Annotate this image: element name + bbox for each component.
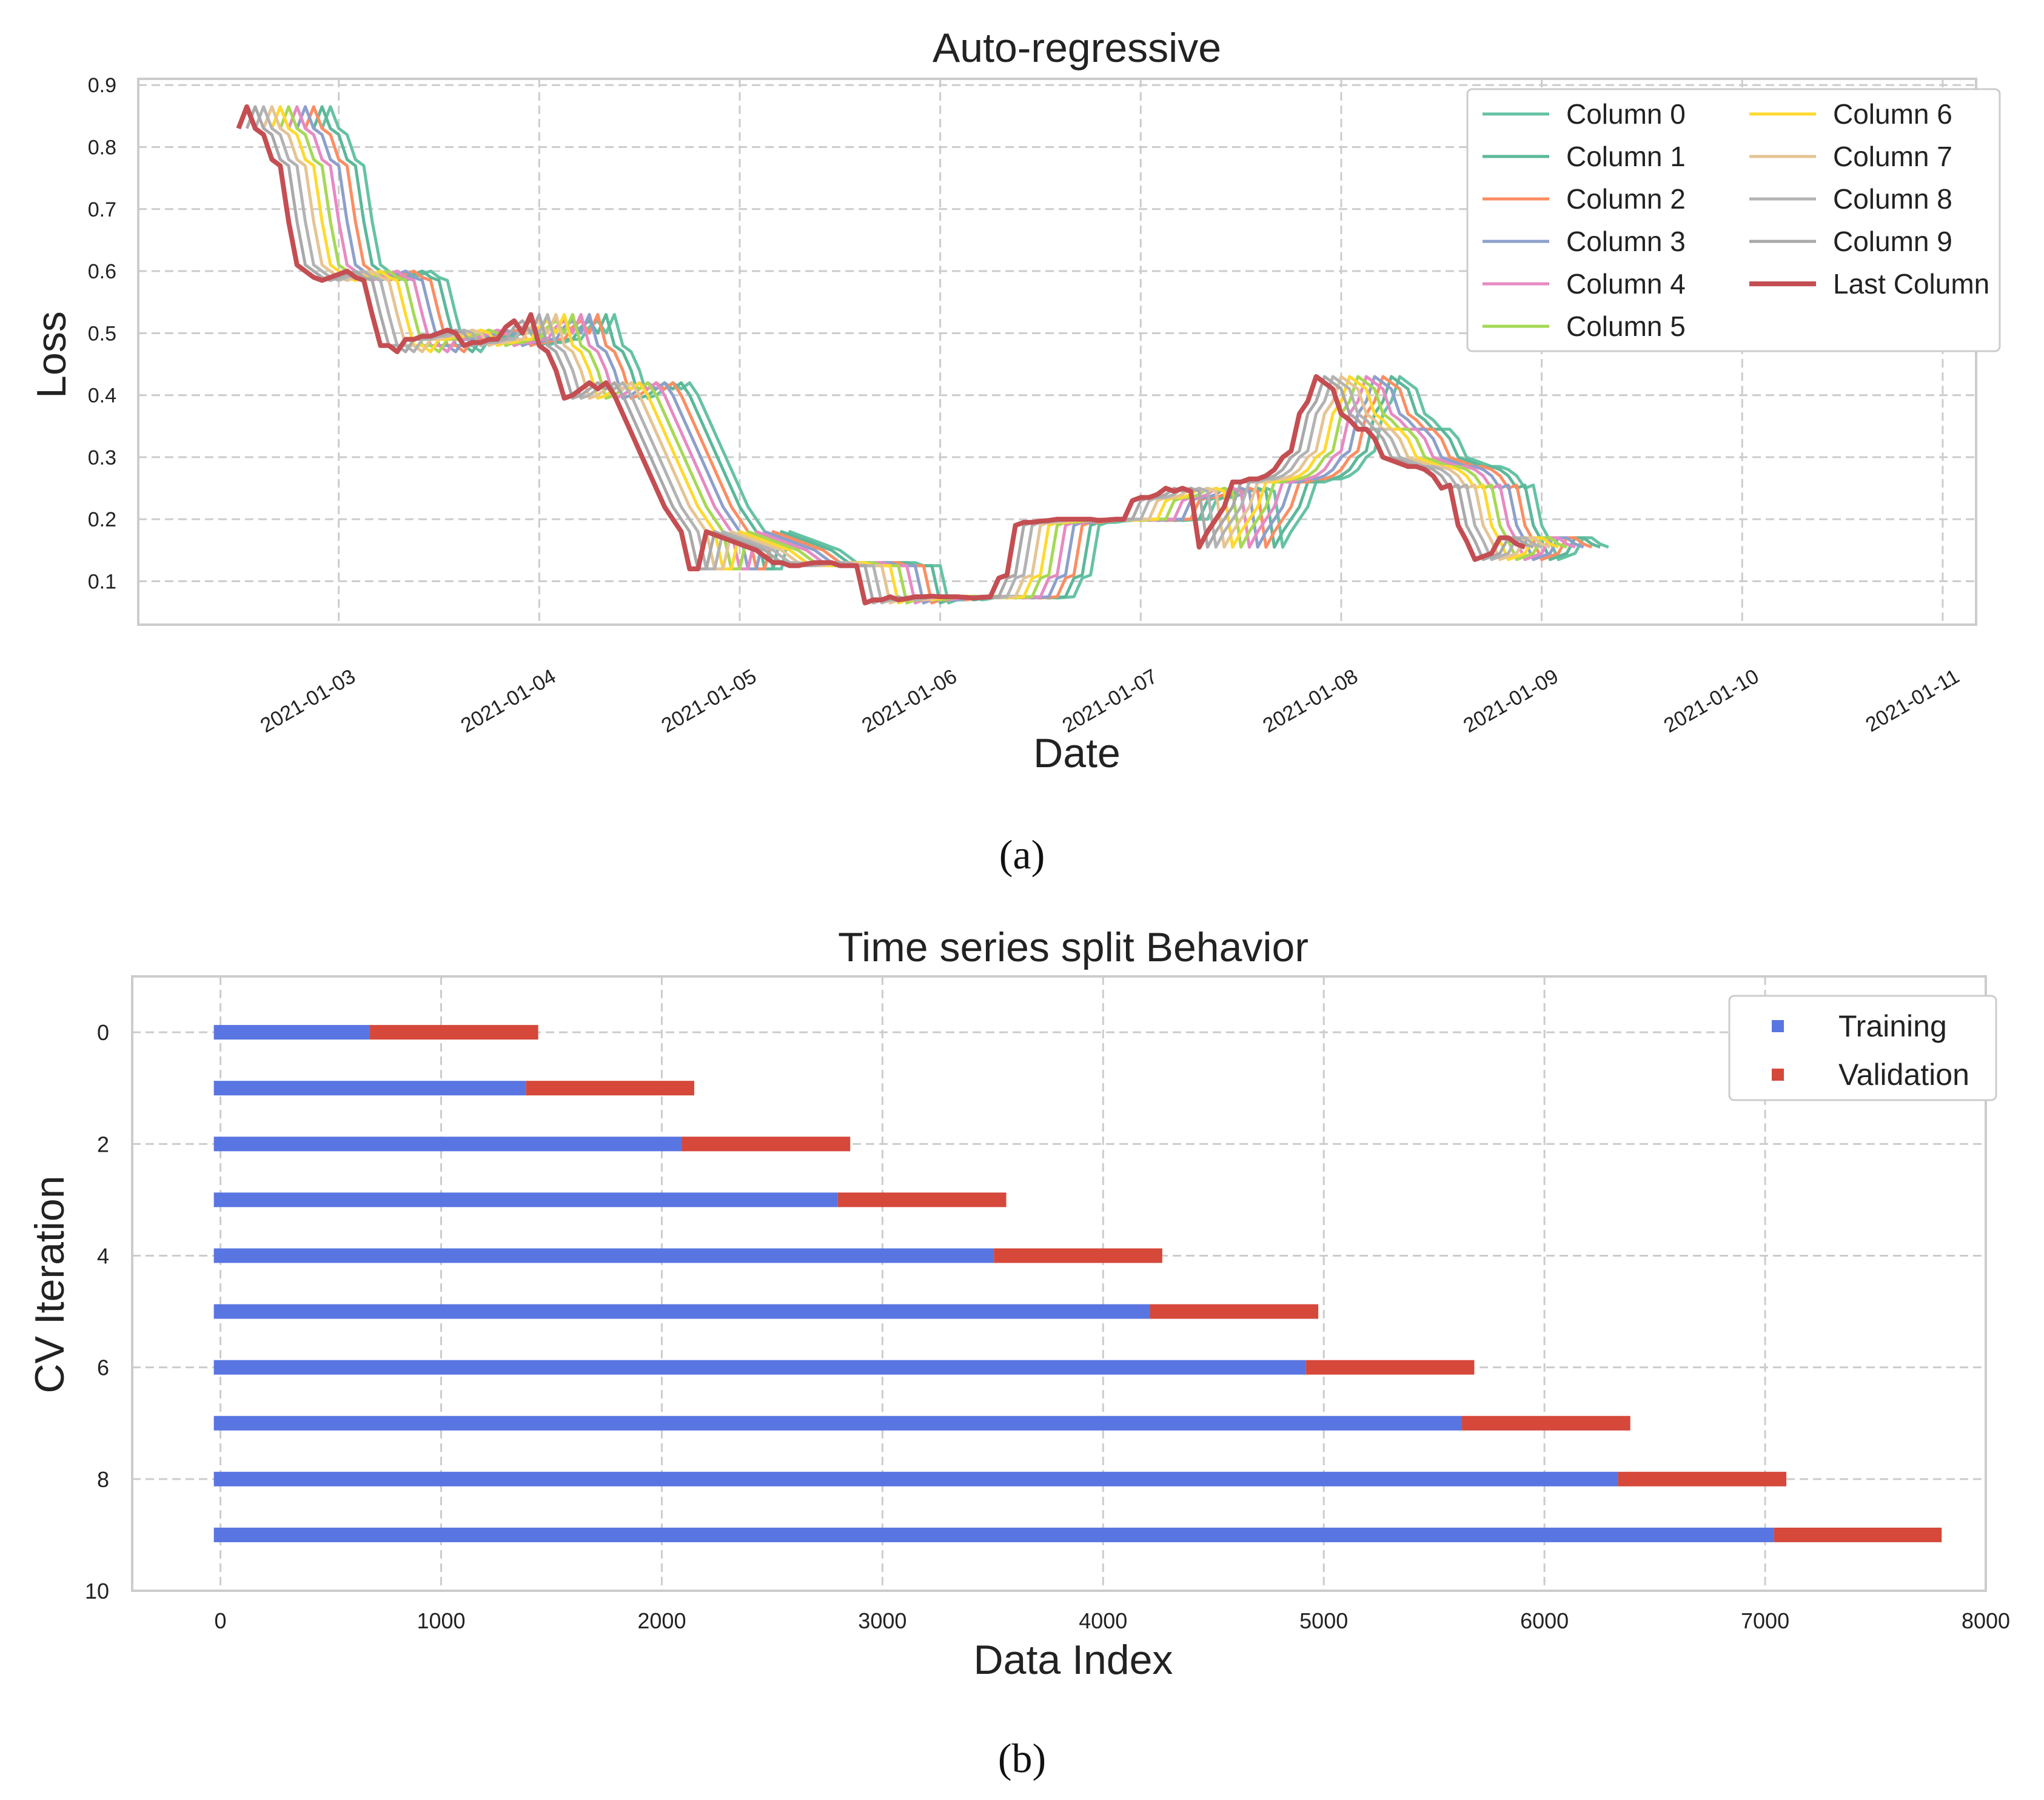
y-tick-labels: 0 2 4 6 8 10	[85, 1020, 109, 1604]
y-tick-label: 0.4	[88, 385, 116, 408]
bar-training	[213, 1527, 1774, 1542]
x-tick-label: 3000	[858, 1608, 906, 1633]
bar-validation	[526, 1081, 694, 1096]
bar-validation	[369, 1025, 538, 1040]
y-axis-label: CV Iteration	[27, 1175, 73, 1393]
x-tick-label: 2000	[637, 1608, 686, 1633]
chart-title: Time series split Behavior	[838, 924, 1308, 970]
y-tick-label: 0.9	[88, 74, 116, 97]
x-tick-labels: 0 1000 2000 3000 4000 5000 6000 7000 8000	[215, 1608, 2010, 1633]
y-tick-label: 6	[97, 1355, 109, 1380]
legend-label: Validation	[1838, 1058, 1969, 1092]
y-tick-label: 8	[97, 1467, 109, 1492]
x-axis-label: Data Index	[974, 1637, 1173, 1683]
x-tick-label: 2021-01-08	[1259, 665, 1362, 737]
bar-validation	[682, 1137, 851, 1152]
x-tick-label: 2021-01-06	[858, 665, 961, 737]
x-tick-label: 2021-01-04	[457, 665, 560, 737]
legend-label: Last Column	[1833, 268, 1989, 300]
series-line-column-9	[245, 105, 1534, 605]
legend-label: Column 0	[1566, 98, 1686, 130]
series-lines	[236, 104, 1609, 606]
x-tick-label: 2021-01-03	[256, 665, 360, 737]
bar-training	[213, 1360, 1306, 1375]
x-tick-label: 6000	[1520, 1608, 1569, 1633]
x-axis-label: Date	[1033, 730, 1121, 776]
bar-training	[213, 1025, 370, 1040]
bar-training	[213, 1192, 838, 1207]
bar-validation	[1462, 1415, 1630, 1431]
y-axis-label: Loss	[28, 311, 75, 398]
bar-validation	[1305, 1360, 1475, 1375]
legend-label: Column 1	[1566, 141, 1686, 172]
y-tick-label: 0.1	[88, 570, 116, 593]
bar-validation	[1618, 1471, 1787, 1486]
x-tick-label: 4000	[1079, 1608, 1127, 1633]
x-tick-label: 8000	[1962, 1608, 2010, 1633]
y-tick-label: 4	[97, 1243, 109, 1268]
plot-area	[131, 975, 1987, 1592]
x-tick-label: 2021-01-07	[1059, 665, 1162, 737]
y-tick-label: 2	[97, 1132, 109, 1157]
x-tick-label: 2021-01-10	[1660, 665, 1763, 737]
panel-caption-b: (b)	[997, 1735, 1047, 1781]
x-tick-label: 1000	[417, 1608, 465, 1633]
x-tick-label: 2021-01-11	[1861, 665, 1963, 737]
legend-label: Column 5	[1566, 311, 1686, 342]
legend-label: Column 4	[1566, 268, 1686, 300]
y-tick-label: 0.8	[88, 136, 116, 160]
legend-box	[1466, 88, 2001, 352]
bar-training	[213, 1081, 526, 1096]
legend: Training Validation	[1728, 995, 1997, 1101]
y-tick-label: 0.5	[88, 322, 116, 345]
legend-label: Training	[1838, 1009, 1947, 1043]
legend-label: Column 6	[1833, 98, 1952, 130]
bar-validation	[1774, 1527, 1942, 1542]
chart-title: Auto-regressive	[933, 25, 1221, 71]
bar-training	[213, 1137, 682, 1152]
bar-training	[213, 1304, 1150, 1319]
legend-label: Column 8	[1833, 183, 1952, 215]
bar-validation	[837, 1192, 1007, 1207]
legend-box	[1728, 995, 1997, 1101]
bar-validation	[1150, 1304, 1319, 1319]
x-tick-label: 2021-01-09	[1459, 665, 1563, 737]
x-tick-label: 7000	[1741, 1608, 1789, 1633]
auto-regressive-chart: 2021-01-03 2021-01-04 2021-01-05 2021-01-06…	[28, 25, 2001, 776]
bar-training	[213, 1248, 994, 1263]
legend: Column 0 Column 1 Column 2 Column 3 Column 4…	[1466, 88, 2001, 352]
legend-label: Column 7	[1833, 141, 1952, 172]
bar-training	[213, 1471, 1618, 1486]
y-tick-label: 0.3	[88, 446, 116, 469]
y-tick-label: 0	[97, 1020, 109, 1045]
x-tick-labels: 2021-01-03 2021-01-04 2021-01-05 2021-01-06…	[256, 665, 1963, 737]
legend-swatch	[1772, 1069, 1784, 1081]
legend-swatch	[1772, 1020, 1784, 1032]
y-tick-label: 0.2	[88, 508, 116, 531]
x-tick-label: 5000	[1299, 1608, 1348, 1633]
x-tick-label: 0	[215, 1608, 227, 1633]
legend-label: Column 2	[1566, 183, 1686, 215]
bar-training	[213, 1415, 1463, 1431]
y-tick-label: 0.7	[88, 198, 116, 221]
y-tick-label: 10	[85, 1579, 109, 1604]
legend-label: Column 9	[1833, 226, 1952, 257]
x-tick-label: 2021-01-05	[657, 665, 760, 737]
y-tick-labels: 0.1 0.2 0.3 0.4 0.5 0.6 0.7 0.8 0.9	[88, 74, 116, 593]
panel-caption-a: (a)	[999, 831, 1045, 878]
legend-label: Column 3	[1566, 226, 1686, 257]
series-line-last-column	[236, 104, 1526, 606]
bars	[213, 1025, 1942, 1542]
y-tick-label: 0.6	[88, 260, 116, 283]
bar-validation	[994, 1248, 1162, 1263]
time-series-split-chart: 0 1000 2000 3000 4000 5000 6000 7000 8000 0 2 4 6 8 1…	[27, 924, 2010, 1683]
